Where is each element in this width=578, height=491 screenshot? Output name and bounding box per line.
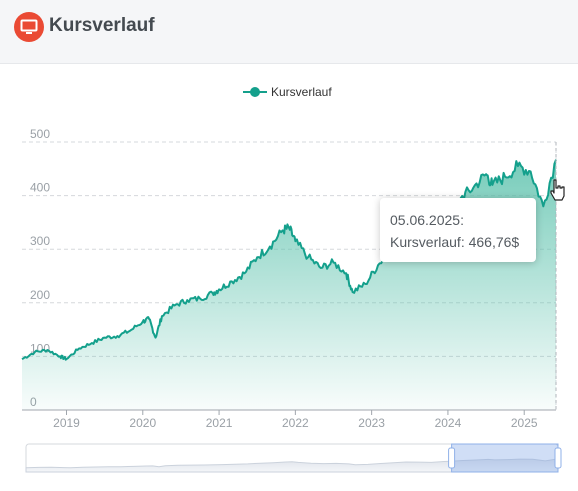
tooltip-value: 466,76$ [468,234,520,250]
x-tick-label: 2022 [282,416,309,430]
x-tick-label: 2024 [435,416,462,430]
tooltip-date: 05.06.2025: [390,212,464,228]
navigator-handle-left[interactable] [448,447,456,469]
navigator-selection[interactable] [451,443,559,473]
x-tick-label: 2021 [206,416,233,430]
series-area [22,159,556,410]
monitor-icon [14,12,44,42]
price-chart[interactable]: 0100200300400500 20192020202120222023202… [0,64,578,491]
x-tick-label: 2020 [129,416,156,430]
navigator-mini-series [25,458,559,473]
y-tick-label: 200 [30,288,50,302]
x-tick-label: 2023 [358,416,385,430]
legend-dot-icon [250,87,260,97]
legend-label: Kursverlauf [271,85,332,99]
y-tick-label: 500 [30,127,50,141]
header: Kursverlauf [0,0,578,64]
x-tick-label: 2025 [511,416,538,430]
page-title: Kursverlauf [49,15,155,36]
navigator-handle-right[interactable] [554,447,562,469]
y-tick-label: 400 [30,181,50,195]
y-tick-label: 300 [30,234,50,248]
series-line-kursverlauf [21,159,557,361]
tooltip-value-line: Kursverlauf: 466,76$ [390,234,520,250]
hand-cursor-icon [550,179,565,201]
tooltip-series-name: Kursverlauf [390,234,461,250]
chart-tooltip: 05.06.2025: Kursverlauf: 466,76$ [380,198,536,262]
x-tick-label: 2019 [53,416,80,430]
